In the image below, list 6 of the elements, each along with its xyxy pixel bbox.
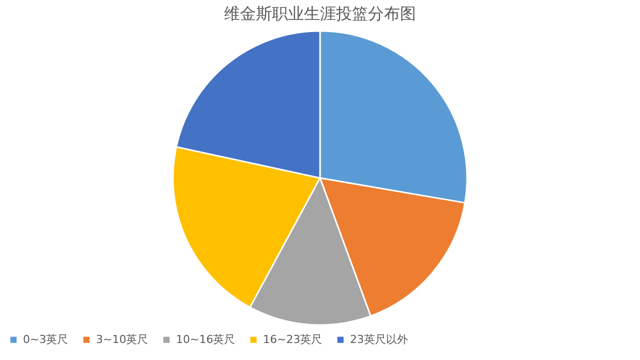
legend-label: 16~23英尺 — [263, 332, 322, 346]
legend-label: 0~3英尺 — [23, 332, 68, 346]
legend-label: 23英尺以外 — [350, 332, 408, 346]
legend-label: 3~10英尺 — [96, 332, 148, 346]
legend-label: 10~16英尺 — [176, 332, 236, 346]
chart-title: 维金斯职业生涯投篮分布图 — [224, 4, 416, 23]
